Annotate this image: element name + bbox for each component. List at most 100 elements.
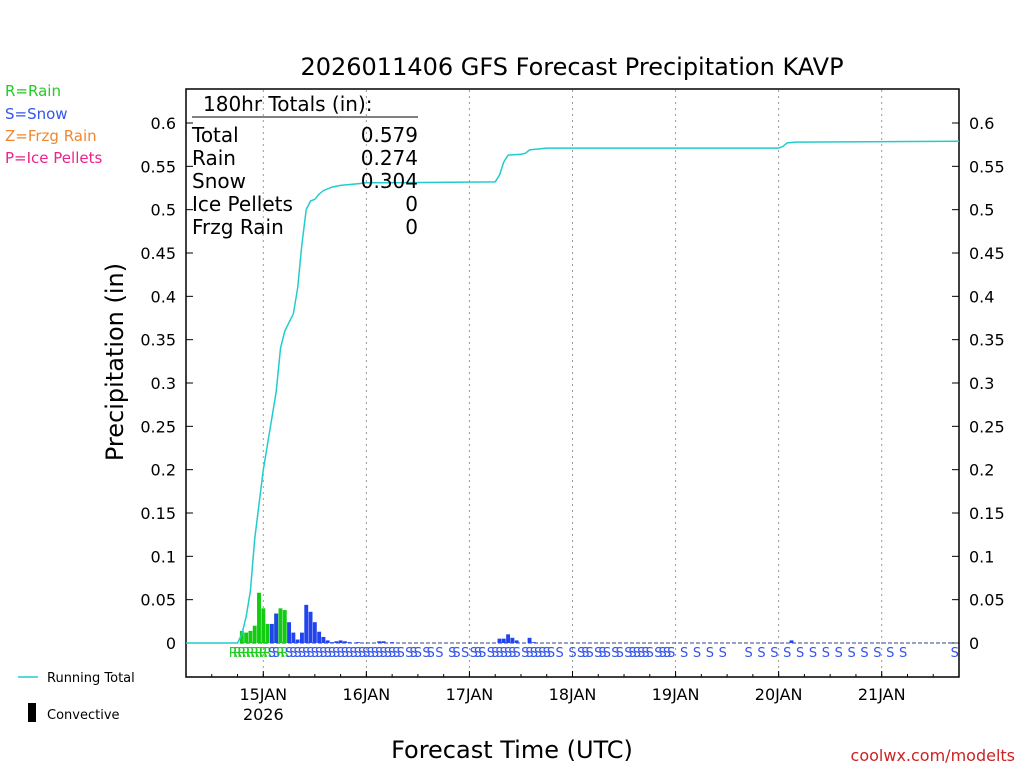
totals-box: 180hr Totals (in): Total 0.579 Rain 0.27… [191, 92, 418, 239]
credit-text: coolwx.com/modelts [851, 746, 1015, 765]
y-tick-label-right: 0.05 [969, 591, 1005, 610]
ptype-marker: S [693, 646, 701, 661]
ptype-marker: S [474, 646, 482, 661]
ptype-marker: S [311, 646, 319, 661]
y-tick-label-right: 0 [969, 634, 979, 653]
ptype-marker: S [358, 646, 366, 661]
bottom-legend: Running Total Convective [18, 671, 135, 723]
ptype-marker: S [392, 646, 400, 661]
y-tick-label-right: 0.4 [969, 287, 994, 306]
totals-header: 180hr Totals (in): [203, 92, 373, 116]
snow-bar [321, 636, 326, 643]
ptype-marker: S [332, 646, 340, 661]
x-tick-label: 18JAN [549, 685, 597, 704]
precip-bars [239, 592, 794, 643]
snow-bar [325, 640, 330, 643]
ptype-marker: S [796, 646, 804, 661]
ptype-marker: S [409, 646, 417, 661]
ptype-marker: S [899, 646, 907, 661]
y-tick-label-left: 0.3 [151, 374, 176, 393]
ptype-marker: S [379, 646, 387, 661]
ptype-marker: R [233, 646, 242, 661]
y-tick-label-left: 0.55 [140, 157, 176, 176]
ptype-marker: S [770, 646, 778, 661]
totals-label-ice-pellets: Ice Pellets [192, 192, 293, 216]
ptype-marker: R [254, 646, 263, 661]
snow-bar [269, 623, 274, 643]
ptype-marker: S [525, 646, 533, 661]
x-axis-title: Forecast Time (UTC) [391, 736, 633, 764]
y-tick-label-left: 0.5 [151, 201, 176, 220]
y-tick-label-right: 0.5 [969, 201, 994, 220]
ptype-marker: S [422, 646, 430, 661]
ptype-legend-snow: S=Snow [5, 105, 68, 123]
ptype-marker: S [663, 646, 671, 661]
vertical-gridlines [262, 90, 883, 676]
ptype-marker: S [470, 646, 478, 661]
ptype-marker: R [280, 646, 289, 661]
x-tick-label: 15JAN [239, 685, 287, 704]
ptype-marker: S [586, 646, 594, 661]
ptype-marker: S [435, 646, 443, 661]
snow-bar [510, 637, 515, 643]
ptype-marker: S [860, 646, 868, 661]
snow-bar [274, 613, 279, 643]
ptype-marker: S [641, 646, 649, 661]
ptype-marker: S [624, 646, 632, 661]
y-tick-label-left: 0.6 [151, 114, 176, 133]
ptype-marker: S [594, 646, 602, 661]
snow-bar [527, 637, 532, 643]
ptype-marker: S [354, 646, 362, 661]
ptype-marker: R [263, 646, 272, 661]
snow-bar [501, 638, 506, 643]
ptype-marker: S [452, 646, 460, 661]
ptype-marker: S [521, 646, 529, 661]
y-axis-title: Precipitation (in) [101, 263, 129, 461]
ptype-marker: S [461, 646, 469, 661]
ptype-marker: S [495, 646, 503, 661]
ptype-marker: S [513, 646, 521, 661]
ptype-marker: S [349, 646, 357, 661]
ptype-marker: S [873, 646, 881, 661]
ptype-marker: S [375, 646, 383, 661]
snow-bar [789, 640, 794, 643]
snow-bar [312, 622, 317, 643]
rain-bar [244, 632, 249, 643]
totals-label-frzg-rain: Frzg Rain [192, 215, 284, 239]
x-tick-label: 17JAN [446, 685, 494, 704]
snow-bar [342, 641, 347, 643]
ptype-marker: R [229, 646, 238, 661]
ptype-marker: S [272, 646, 280, 661]
ptype-marker: S [706, 646, 714, 661]
ptype-marker: S [268, 646, 276, 661]
x-tick-year-label: 2026 [243, 705, 284, 724]
ptype-marker: S [611, 646, 619, 661]
ptype-marker: S [581, 646, 589, 661]
y-axis-left: 0.6 0.55 0.5 0.45 0.4 0.35 0.3 0.25 0.2 0.15 0.1 0.… [140, 114, 193, 653]
ptype-marker: S [654, 646, 662, 661]
ptype-marker: S [530, 646, 538, 661]
ptype-marker: S [951, 646, 959, 661]
ptype-marker: S [616, 646, 624, 661]
ptype-marker: S [324, 646, 332, 661]
ptype-marker: S [538, 646, 546, 661]
ptype-marker: S [388, 646, 396, 661]
ptype-marker: S [362, 646, 370, 661]
ptype-marker: S [757, 646, 765, 661]
ptype-marker: S [397, 646, 405, 661]
ptype-marker: S [367, 646, 375, 661]
rain-bar [278, 608, 283, 643]
ptype-marker: S [809, 646, 817, 661]
x-tick-label: 19JAN [652, 685, 700, 704]
ptype-marker: S [603, 646, 611, 661]
ptype-marker: S [478, 646, 486, 661]
rain-bar [252, 625, 257, 643]
ptype-legend-frzg-rain: Z=Frzg Rain [5, 127, 97, 145]
ptype-marker: S [886, 646, 894, 661]
convective-swatch [28, 703, 36, 722]
snow-bar [390, 642, 395, 643]
y-axis-right: 0.6 0.55 0.5 0.45 0.4 0.35 0.3 0.25 0.2 0.15 0.1 0.… [952, 114, 1005, 653]
ptype-marker: S [289, 646, 297, 661]
x-tick-label: 21JAN [858, 685, 906, 704]
